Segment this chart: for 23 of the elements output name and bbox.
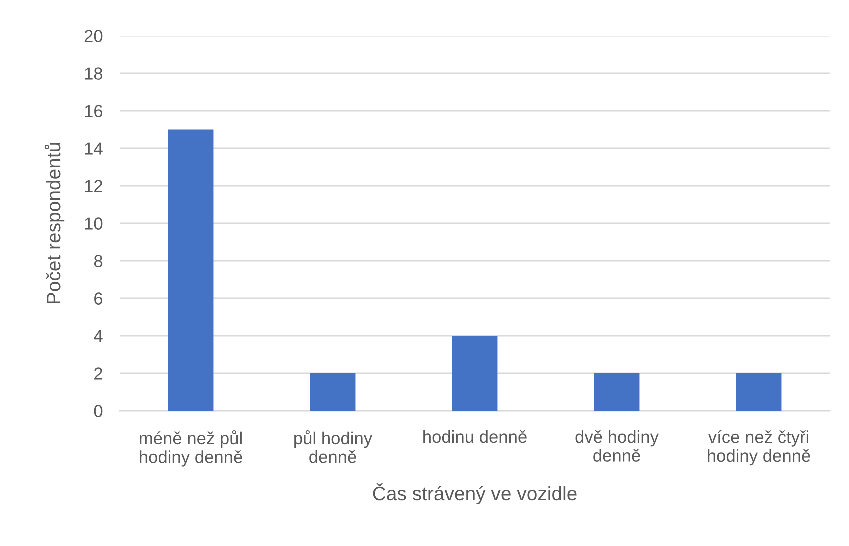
x-tick-label: hodinu denně	[424, 430, 527, 444]
x-tick-label: méně než půl hodiny denně	[140, 430, 242, 467]
y-tick-label: 14	[85, 142, 103, 155]
bar	[168, 130, 214, 411]
x-tick-label: více než čtyři hodiny denně	[708, 430, 810, 466]
y-tick-label: 16	[85, 105, 103, 118]
y-tick-label: 18	[85, 68, 103, 80]
y-tick-label: 6	[94, 292, 103, 305]
bar	[452, 336, 498, 411]
y-tick-label: 0	[94, 405, 103, 418]
y-tick-label: 8	[94, 255, 103, 268]
bar	[310, 374, 356, 411]
x-axis-title: Čas strávený ve vozidle	[373, 483, 577, 505]
x-tick-label: dvě hodiny denně	[576, 430, 659, 462]
y-axis-title: Počet respondentů	[44, 143, 65, 304]
y-tick-label: 2	[94, 368, 102, 380]
y-tick-label: 20	[84, 30, 103, 42]
y-tick-label: 4	[94, 330, 103, 342]
y-tick-label: 10	[85, 218, 103, 230]
bar	[736, 374, 782, 411]
bar	[594, 374, 640, 411]
x-tick-label: půl hodiny denně	[294, 430, 373, 464]
y-tick-label: 12	[85, 180, 102, 192]
